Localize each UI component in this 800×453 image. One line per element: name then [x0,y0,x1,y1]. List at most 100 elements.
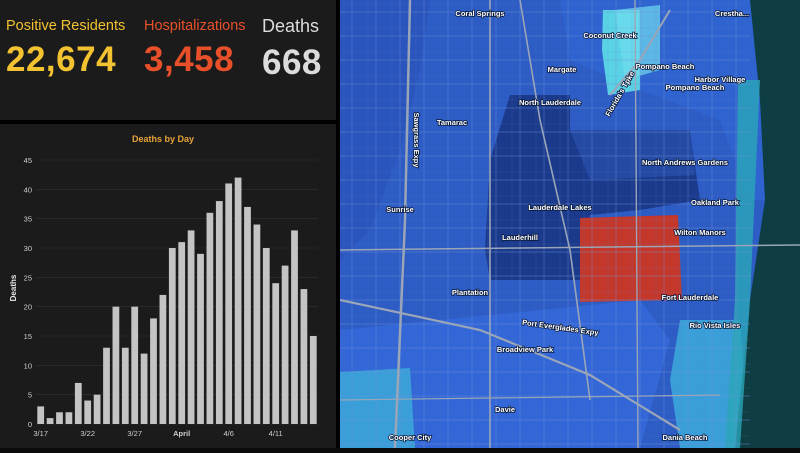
highway [340,394,721,401]
deaths-by-day-chart[interactable]: Deaths by Day Deaths 051015202530354045 … [0,124,336,448]
chart-bar[interactable] [56,412,63,424]
chart-bar[interactable] [103,347,110,424]
map-label: Rio Vista Isles [690,321,741,330]
panel-divider [0,120,336,124]
map-label: Wilton Manors [674,228,726,237]
county-map[interactable]: Coral Springs Coconut Creek Margate Pompano… [340,0,800,448]
map-label: Coral Springs [455,9,504,18]
chart-bar[interactable] [178,242,186,424]
map-labels: Coral Springs Coconut Creek Margate Pompano… [385,8,749,443]
chart-bar[interactable] [74,382,82,424]
chart-bar[interactable] [168,248,176,424]
chart-title: Deaths by Day [132,134,194,144]
chart-bar[interactable] [206,212,214,424]
chart-bar[interactable] [300,289,308,424]
stat-deaths-label: Deaths [262,16,320,36]
chart-bar[interactable] [84,400,92,424]
stat-hospitalizations-label: Hospitalizations [144,18,246,34]
chart-x-tick-label: 4/11 [269,429,283,438]
chart-y-tick-label: 20 [24,303,32,312]
chart-y-tick-label: 30 [24,244,32,253]
chart-y-axis-label: Deaths [9,274,18,301]
chart-y-tick-label: 5 [28,391,32,400]
map-label: Sunrise [386,205,414,214]
stats-panel: Positive Residents 22,674 Hospitalizatio… [0,0,336,120]
map-canvas[interactable]: Coral Springs Coconut Creek Margate Pompano… [340,0,800,448]
map-label: Tamarac [437,118,467,127]
chart-bar[interactable] [93,394,101,424]
chart-bar[interactable] [65,412,73,424]
chart-x-ticks: 3/17 3/22 3/27 April 4/6 4/11 [33,429,282,438]
map-label: Lauderdale Lakes [528,203,591,212]
map-label: Cooper City [389,433,432,442]
chart-bar[interactable] [150,318,157,424]
chart-y-tick-label: 0 [28,420,32,429]
chart-bar[interactable] [253,224,261,424]
chart-y-tick-label: 45 [24,156,32,165]
map-label: Harbor Village [695,75,746,84]
chart-bar[interactable] [225,183,233,424]
chart-gridlines [36,159,318,425]
chart-bar[interactable] [244,206,251,424]
chart-bar[interactable] [215,201,223,424]
chart-bar[interactable] [272,283,280,424]
map-label: Oakland Park [691,198,740,207]
chart-bar[interactable] [140,353,148,424]
chart-bar[interactable] [37,406,45,424]
chart-bar[interactable] [159,294,167,424]
chart-bars [37,177,317,424]
chart-x-tick-label: 3/17 [33,429,48,438]
map-label: Davie [495,405,515,414]
stat-deaths: Deaths 668 [262,16,322,83]
chart-y-tick-label: 25 [24,273,32,282]
map-ocean [735,0,800,448]
map-label: Dania Beach [662,433,707,442]
chart-x-tick-label: 3/22 [80,429,95,438]
map-label: Plantation [452,288,489,297]
chart-x-tick-label: April [173,429,190,438]
chart-y-tick-label: 40 [24,185,32,194]
map-label: Sawgrass Expy [412,112,421,168]
chart-y-tick-label: 35 [24,215,32,224]
highway-sawgrass [393,0,412,448]
chart-bar[interactable] [291,230,298,424]
chart-bar[interactable] [309,336,317,424]
map-label: Coconut Creek [583,31,637,40]
map-label: Fort Lauderdale [662,293,719,302]
chart-bar[interactable] [234,177,242,424]
deaths-by-day-chart-panel: Deaths by Day Deaths 0 5 10 15 20 25 30 35 40 45 … [0,124,336,448]
chart-bar[interactable] [262,248,270,424]
chart-y-ticks: 0 5 10 15 20 25 30 35 40 45 [24,156,32,429]
chart-bar[interactable] [281,265,289,424]
chart-bar[interactable] [187,230,195,424]
map-label: Margate [548,65,577,74]
chart-bar[interactable] [121,347,129,424]
chart-bar[interactable] [46,418,54,424]
chart-y-tick-label: 10 [24,361,32,370]
chart-x-tick-label: 3/27 [127,429,142,438]
stat-positive-value: 22,674 [6,40,117,79]
map-label: Broadview Park [497,345,554,354]
highway-port-everglades [340,298,681,431]
chart-bar[interactable] [197,253,204,424]
stat-deaths-value: 668 [262,43,322,82]
map-label: North Lauderdale [519,98,581,107]
map-label: Pompano Beach [636,62,695,71]
stat-hospitalizations-value: 3,458 [144,40,235,79]
map-label: North Andrews Gardens [642,158,728,167]
highway-i95 [634,0,639,448]
highway [519,0,591,401]
chart-y-tick-label: 15 [24,332,32,341]
stat-positive: Positive Residents 22,674 [6,18,125,80]
stat-hospitalizations: Hospitalizations 3,458 [144,18,246,80]
chart-x-tick-label: 4/6 [223,429,233,438]
stat-positive-label: Positive Residents [6,18,126,34]
map-label: Crestha... [715,9,749,18]
highway-turnpike [609,9,671,96]
chart-bar[interactable] [112,306,120,424]
map-label: Pompano Beach [666,83,725,92]
chart-bar[interactable] [131,306,139,424]
map-label: Lauderhill [502,233,538,242]
highway [340,244,800,251]
panel-divider-vertical [336,0,340,448]
